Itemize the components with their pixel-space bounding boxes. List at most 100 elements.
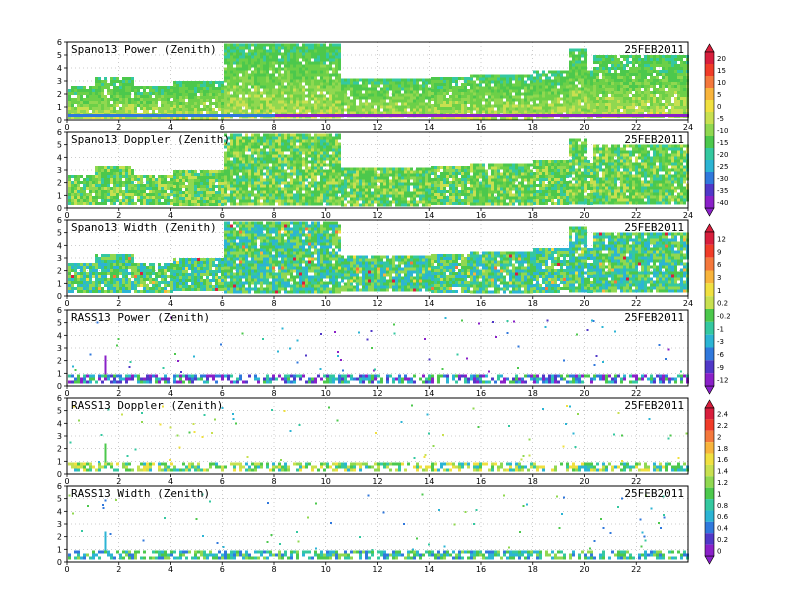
- colorbar-swatch: [705, 453, 714, 465]
- colorbar-label: -9: [717, 364, 724, 372]
- panel-title: Spano13 Power (Zenith): [71, 43, 217, 56]
- x-tick-label: 20: [579, 299, 589, 308]
- colorbar-label: -35: [717, 187, 728, 195]
- x-tick-label: 22: [631, 211, 641, 220]
- x-tick-label: 24: [683, 211, 693, 220]
- y-tick-label: 3: [57, 166, 62, 175]
- x-tick-label: 4: [168, 211, 173, 220]
- x-tick-label: 16: [476, 211, 486, 220]
- y-tick-label: 4: [57, 64, 62, 73]
- heatmap-field: [68, 133, 689, 207]
- y-tick-label: 1: [57, 369, 62, 378]
- y-tick-label: 5: [57, 319, 62, 328]
- x-tick-label: 24: [683, 299, 693, 308]
- x-tick-label: 6: [220, 477, 225, 486]
- x-tick-label: 20: [579, 565, 589, 574]
- colorbar-label: 0.4: [717, 525, 729, 533]
- colorbar-label: -15: [717, 139, 728, 147]
- x-tick-label: 14: [424, 211, 434, 220]
- colorbar-label: 2.2: [717, 422, 728, 430]
- x-tick-label: 16: [476, 299, 486, 308]
- y-tick-label: 6: [57, 394, 62, 403]
- x-tick-label: 10: [321, 211, 331, 220]
- grid: [67, 310, 688, 386]
- colorbar-3: 2.4 2.2 2 1.8 1.6 1.4 1.2 1 0.8 0.6 0.4 0.2 0: [704, 399, 729, 565]
- colorbar-top-arrow: [704, 43, 715, 53]
- grid: [67, 486, 688, 562]
- colorbar-swatch: [705, 487, 714, 500]
- colorbar-swatch: [705, 232, 714, 245]
- colorbar-swatch: [705, 334, 714, 348]
- colorbar-1: 20 15 10 5 0 -5 -10 -15 -20 -25 -30 -35 -40: [704, 43, 728, 217]
- x-tick-label: 0: [64, 565, 69, 574]
- colorbar-label: 9: [717, 248, 721, 256]
- y-tick-label: 0: [57, 382, 62, 391]
- colorbar-label: 1.8: [717, 445, 728, 453]
- y-tick-label: 2: [57, 267, 62, 276]
- y-tick-label: 4: [57, 507, 62, 516]
- colorbar-swatch: [705, 347, 714, 361]
- x-tick-label: 10: [321, 477, 331, 486]
- colorbar-label: 1: [717, 287, 721, 295]
- x-tick-label: 4: [168, 389, 173, 398]
- colorbar-label: 0.8: [717, 502, 728, 510]
- colorbar-label: -12: [717, 377, 728, 385]
- x-tick-label: 16: [476, 123, 486, 132]
- panel-title: RASS13 Doppler (Zenith): [71, 399, 223, 412]
- x-tick-label: 0: [64, 389, 69, 398]
- heatmap-field: [68, 404, 689, 472]
- colorbar-label: -6: [717, 351, 725, 359]
- x-tick-label: 8: [271, 477, 276, 486]
- y-tick-label: 5: [57, 51, 62, 60]
- x-tick-label: 10: [321, 565, 331, 574]
- x-tick-label: 8: [271, 299, 276, 308]
- colorbar-swatch: [705, 476, 714, 488]
- x-tick-label: 20: [579, 123, 589, 132]
- y-tick-label: 0: [57, 292, 62, 301]
- colorbar-label: 3: [717, 274, 721, 282]
- colorbar-label: 0: [717, 103, 721, 111]
- y-tick-label: 2: [57, 533, 62, 542]
- x-tick-label: 2: [116, 299, 121, 308]
- x-tick-label: 20: [579, 477, 589, 486]
- y-tick-label: 5: [57, 229, 62, 238]
- x-tick-label: 8: [271, 565, 276, 574]
- x-tick-label: 4: [168, 299, 173, 308]
- colorbar-swatch: [705, 270, 714, 284]
- colorbar-label: 1: [717, 490, 721, 498]
- y-tick-label: 6: [57, 306, 62, 315]
- colorbar-swatch: [705, 360, 714, 374]
- colorbar-label: 12: [717, 235, 726, 243]
- colorbar-label: -25: [717, 163, 728, 171]
- x-tick-label: 22: [631, 389, 641, 398]
- x-tick-label: 2: [116, 211, 121, 220]
- colorbar-label: 1.2: [717, 479, 728, 487]
- colorbar-label: -40: [717, 199, 728, 207]
- y-tick-label: 2: [57, 445, 62, 454]
- x-tick-label: 14: [424, 565, 434, 574]
- heatmap-field: [68, 221, 689, 294]
- x-tick-label: 24: [683, 123, 693, 132]
- colorbar-label: -0.2: [717, 312, 731, 320]
- y-tick-label: 1: [57, 191, 62, 200]
- x-tick-label: 16: [476, 565, 486, 574]
- colorbar-label: 1.4: [717, 468, 729, 476]
- colorbar-label: -1: [717, 325, 724, 333]
- x-tick-label: 6: [220, 299, 225, 308]
- y-tick-label: 3: [57, 254, 62, 263]
- x-tick-label: 22: [631, 123, 641, 132]
- x-tick-label: 16: [476, 477, 486, 486]
- panel-date: 25FEB2011: [624, 43, 684, 56]
- colorbar-swatch: [705, 430, 714, 443]
- panel-date: 25FEB2011: [624, 221, 684, 234]
- y-tick-label: 1: [57, 457, 62, 466]
- y-tick-label: 4: [57, 153, 62, 162]
- colorbar-bottom-arrow: [704, 207, 715, 217]
- colorbar-swatch: [705, 321, 714, 335]
- heatmap-field: [68, 316, 689, 384]
- y-tick-label: 3: [57, 520, 62, 529]
- colorbar-swatch: [705, 76, 714, 88]
